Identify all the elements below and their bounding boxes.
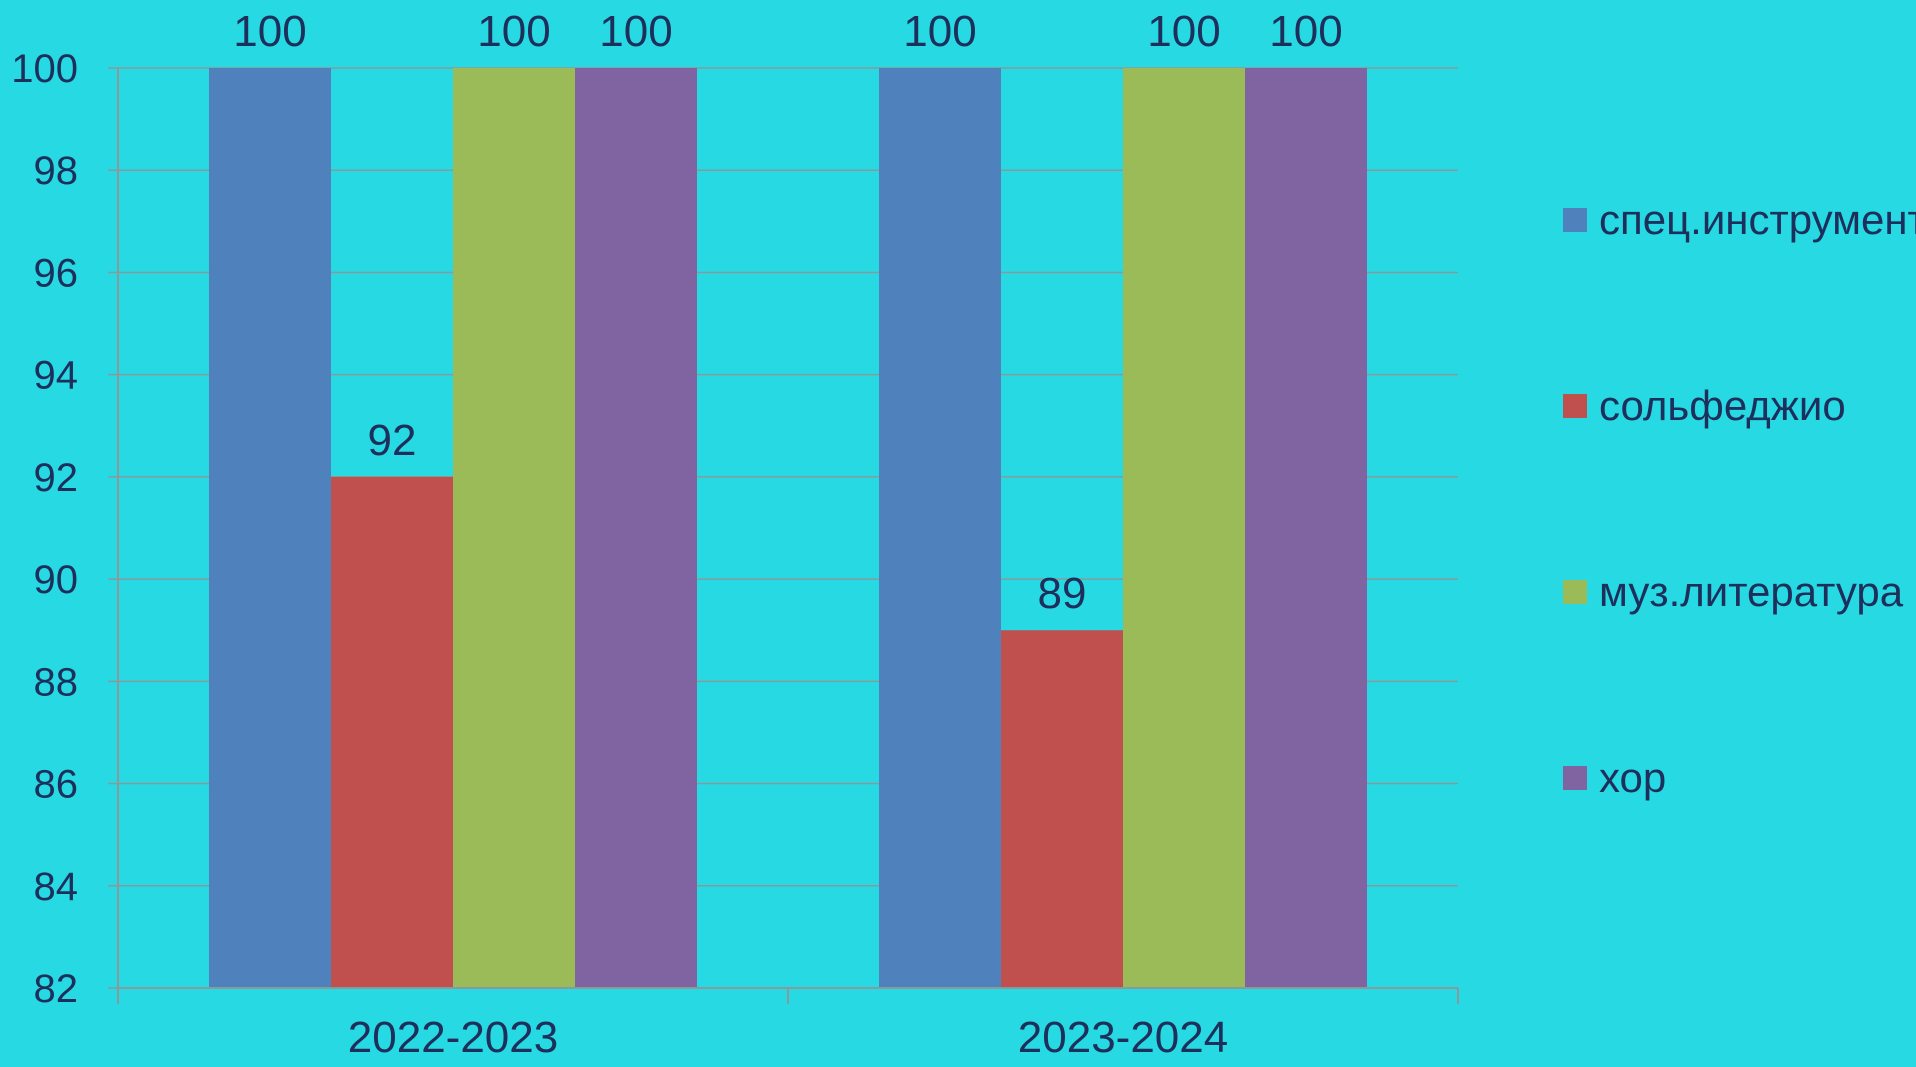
y-tick-label: 98 bbox=[34, 149, 79, 193]
y-tick-label: 94 bbox=[34, 354, 79, 398]
y-tick-label: 100 bbox=[11, 47, 78, 91]
data-label: 100 bbox=[599, 7, 672, 56]
y-tick-label: 92 bbox=[34, 456, 79, 500]
data-label: 100 bbox=[1269, 7, 1342, 56]
legend-swatch bbox=[1563, 208, 1587, 232]
legend-label: спец.инструмент bbox=[1599, 196, 1916, 243]
data-label: 92 bbox=[368, 416, 417, 465]
x-category-label: 2023-2024 bbox=[1018, 1013, 1228, 1062]
data-label: 100 bbox=[903, 7, 976, 56]
x-category-label: 2022-2023 bbox=[348, 1013, 558, 1062]
data-label: 100 bbox=[233, 7, 306, 56]
y-tick-label: 88 bbox=[34, 660, 79, 704]
legend: спец.инструмент сольфеджио муз.литература х… bbox=[1563, 196, 1916, 801]
bar bbox=[1245, 68, 1367, 988]
data-label: 100 bbox=[477, 7, 550, 56]
y-tick-label: 86 bbox=[34, 763, 79, 807]
legend-swatch bbox=[1563, 766, 1587, 790]
bar bbox=[453, 68, 575, 988]
bar bbox=[331, 476, 453, 988]
legend-label: муз.литература bbox=[1599, 568, 1904, 615]
data-labels: 100 92 100 100 100 89 100 100 bbox=[233, 7, 1342, 618]
y-axis-ticks: 82 84 86 88 90 92 94 96 98 100 bbox=[11, 47, 78, 1011]
y-tick-label: 90 bbox=[34, 558, 79, 602]
legend-label: сольфеджио bbox=[1599, 382, 1846, 429]
y-tick-label: 96 bbox=[34, 251, 79, 295]
bar bbox=[1123, 68, 1245, 988]
y-tick-label: 84 bbox=[34, 865, 79, 909]
bar bbox=[1001, 630, 1123, 988]
legend-swatch bbox=[1563, 394, 1587, 418]
bars bbox=[209, 68, 1367, 988]
bar bbox=[209, 68, 331, 988]
legend-label: хор bbox=[1599, 754, 1666, 801]
x-axis: 2022-2023 2023-2024 bbox=[117, 987, 1459, 1062]
y-tick-label: 82 bbox=[34, 967, 79, 1011]
bar bbox=[879, 68, 1001, 988]
legend-swatch bbox=[1563, 580, 1587, 604]
data-label: 89 bbox=[1038, 569, 1087, 618]
data-label: 100 bbox=[1147, 7, 1220, 56]
bar bbox=[575, 68, 697, 988]
